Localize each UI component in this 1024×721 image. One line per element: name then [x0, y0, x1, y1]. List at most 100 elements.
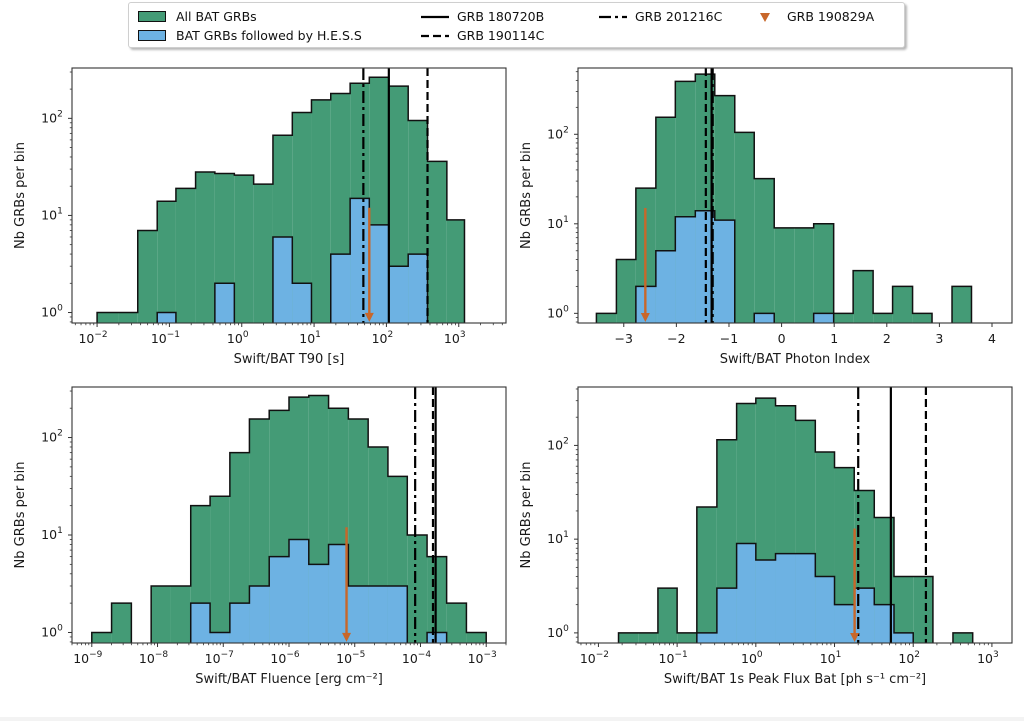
- series-hess: [696, 542, 914, 643]
- x-tick-label: 10−8: [139, 650, 168, 666]
- histogram-bar: [794, 227, 814, 323]
- histogram-bar: [754, 178, 775, 323]
- y-tick-label: 100: [547, 304, 569, 320]
- y-tick-label: 100: [41, 623, 63, 639]
- x-tick-label: 101: [820, 650, 842, 666]
- series-all-bat: [617, 397, 974, 643]
- histogram-bar: [234, 175, 254, 323]
- histogram-bar: [894, 632, 914, 643]
- legend-label: GRB 201216C: [635, 9, 723, 24]
- y-tick-label: 102: [41, 429, 63, 445]
- x-axis-label: Swift/BAT Photon Index: [720, 352, 871, 367]
- x-tick-label: 100: [741, 650, 763, 666]
- series-hess: [635, 209, 835, 323]
- x-axis-label: Swift/BAT 1s Peak Flux Bat [ph s⁻¹ cm⁻²]: [664, 672, 926, 687]
- x-tick-label: 10−1: [151, 330, 180, 346]
- histogram-bar: [328, 544, 349, 643]
- y-axis-label: Nb GRBs per bin: [519, 142, 534, 249]
- y-axis-label: Nb GRBs per bin: [13, 462, 28, 569]
- histogram-bar: [833, 313, 854, 323]
- histogram-bar: [775, 553, 796, 643]
- histogram-bar: [696, 632, 717, 643]
- histogram-bar: [638, 632, 658, 643]
- legend: All BAT GRBs BAT GRBs followed by H.E.S.…: [128, 2, 905, 48]
- histogram-outline: [156, 197, 429, 323]
- histogram-outline: [635, 209, 835, 323]
- y-tick-label: 101: [547, 530, 569, 546]
- histogram-bar: [151, 585, 171, 643]
- dashed-line-icon: [421, 34, 449, 37]
- histogram-bar: [407, 535, 428, 643]
- histogram-outline: [617, 397, 974, 643]
- histogram-bar: [289, 539, 309, 643]
- legend-item-grb-201216c: GRB 201216C: [599, 9, 722, 24]
- histogram-bar: [834, 467, 855, 643]
- panel-peak_flux: 10−2 10−1 100 101 102 103 100 101 102 Swift/BAT 1…: [519, 386, 1013, 687]
- arrow-head-grb-190829a: [342, 632, 352, 642]
- x-tick-label: 10−5: [336, 650, 365, 666]
- histogram-bar: [388, 86, 409, 323]
- legend-label: BAT GRBs followed by H.E.S.S: [176, 28, 362, 43]
- panel-fluence: 10−9 10−8 10−7 10−6 10−5 10−4 10−3 100 101 102 Swi…: [13, 386, 507, 687]
- histogram-bar: [813, 313, 834, 323]
- histogram-bar: [755, 559, 776, 643]
- axes-frame: [577, 386, 1013, 644]
- histogram-bar: [912, 313, 933, 323]
- histogram-bar: [913, 576, 933, 643]
- histogram-bar: [330, 254, 351, 323]
- histogram-outline: [696, 542, 914, 643]
- histogram-bar: [873, 313, 893, 323]
- solid-line-icon: [421, 15, 449, 18]
- legend-label: All BAT GRBs: [176, 9, 257, 24]
- histogram-bar: [175, 188, 196, 323]
- histogram-bar: [253, 184, 273, 323]
- histogram-bar: [427, 161, 447, 323]
- histogram-bar: [408, 254, 428, 323]
- legend-item-grb-190829a: GRB 190829A: [751, 9, 874, 24]
- histogram-bar: [734, 132, 755, 323]
- x-tick-label: 103: [444, 330, 466, 346]
- legend-swatch-hess: [138, 30, 166, 41]
- x-tick-label: 1: [830, 331, 838, 346]
- histogram-bar: [214, 283, 235, 323]
- arrow-head-grb-190829a: [850, 632, 860, 642]
- series-hess: [156, 197, 429, 323]
- histogram-bar: [795, 553, 816, 643]
- histogram-bar: [696, 507, 717, 643]
- y-tick-label: 100: [547, 624, 569, 640]
- histogram-bar: [272, 236, 293, 323]
- histogram-bar: [774, 227, 795, 323]
- legend-label: GRB 190829A: [787, 9, 875, 24]
- x-tick-label: 102: [372, 330, 394, 346]
- arrow-head-grb-190829a: [640, 313, 650, 323]
- y-axis-label: Nb GRBs per bin: [519, 462, 534, 569]
- histogram-bar: [157, 201, 176, 323]
- dashdot-line-icon: [599, 15, 627, 18]
- histogram-bar: [655, 250, 676, 323]
- series-hess: [189, 538, 448, 643]
- histogram-bar: [388, 266, 409, 323]
- histogram-bar: [675, 216, 696, 323]
- histogram-bar: [369, 224, 389, 323]
- histogram-bar: [229, 603, 250, 643]
- plot-area: [595, 68, 973, 323]
- histogram-bar: [91, 632, 112, 643]
- histogram-bar: [157, 312, 176, 323]
- plot-area: [617, 387, 974, 643]
- histogram-bar: [229, 452, 250, 643]
- histogram-bar: [813, 223, 834, 323]
- histogram-bar: [210, 632, 230, 643]
- histogram-bar: [368, 585, 388, 643]
- histogram-bar: [657, 588, 678, 643]
- x-tick-label: 100: [227, 330, 249, 346]
- x-tick-label: 10−2: [580, 650, 609, 666]
- x-axis-label: Swift/BAT Fluence [erg cm⁻²]: [195, 672, 383, 687]
- y-tick-label: 102: [547, 436, 569, 452]
- arrow-head-grb-190829a: [364, 312, 374, 322]
- histogram-outline: [96, 76, 466, 323]
- histogram-bar: [292, 112, 312, 323]
- histogram-bar: [596, 313, 617, 323]
- x-tick-label: 4: [988, 331, 996, 346]
- x-tick-label: 10−2: [78, 330, 107, 346]
- histogram-bar: [350, 198, 370, 323]
